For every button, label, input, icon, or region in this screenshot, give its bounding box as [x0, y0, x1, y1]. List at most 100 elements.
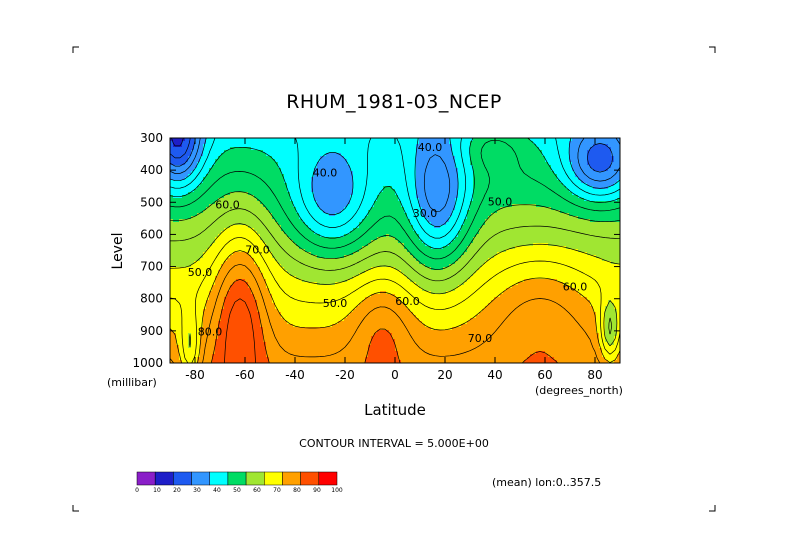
field-cell	[446, 192, 450, 196]
field-cell	[560, 144, 564, 148]
field-cell	[548, 147, 552, 151]
field-cell	[476, 207, 480, 211]
field-cell	[413, 153, 417, 157]
field-cell	[569, 177, 573, 181]
field-cell	[242, 237, 246, 241]
field-cell	[368, 234, 372, 238]
field-cell	[335, 138, 339, 142]
field-cell	[374, 165, 378, 169]
field-cell	[545, 210, 549, 214]
field-cell	[200, 174, 204, 178]
field-cell	[269, 153, 273, 157]
field-cell	[173, 174, 177, 178]
field-cell	[188, 204, 192, 208]
field-cell	[281, 147, 285, 151]
field-cell	[593, 213, 597, 217]
field-cell	[527, 201, 531, 205]
field-cell	[560, 171, 564, 175]
field-cell	[452, 234, 456, 238]
field-cell	[527, 174, 531, 178]
field-cell	[482, 213, 486, 217]
field-cell	[188, 153, 192, 157]
field-cell	[395, 195, 399, 199]
field-cell	[449, 234, 453, 238]
field-cell	[350, 186, 354, 190]
field-cell	[236, 156, 240, 160]
field-cell	[578, 159, 582, 163]
field-cell	[536, 234, 540, 238]
field-cell	[524, 234, 528, 238]
field-cell	[446, 153, 450, 157]
field-cell	[392, 150, 396, 154]
field-cell	[191, 195, 195, 199]
field-cell	[569, 192, 573, 196]
field-cell	[422, 159, 426, 163]
field-cell	[419, 210, 423, 214]
field-cell	[617, 228, 620, 232]
field-cell	[566, 162, 570, 166]
field-cell	[383, 228, 387, 232]
field-cell	[227, 156, 231, 160]
field-cell	[530, 165, 534, 169]
field-cell	[302, 144, 306, 148]
field-cell	[260, 228, 264, 232]
field-cell	[209, 192, 213, 196]
field-cell	[377, 192, 381, 196]
field-cell	[254, 147, 258, 151]
field-cell	[527, 219, 531, 223]
field-cell	[458, 204, 462, 208]
field-cell	[413, 222, 417, 226]
field-cell	[242, 213, 246, 217]
field-cell	[266, 237, 270, 241]
field-cell	[464, 147, 468, 151]
field-cell	[512, 195, 516, 199]
field-cell	[203, 216, 207, 220]
field-cell	[341, 162, 345, 166]
field-cell	[593, 192, 597, 196]
field-cell	[242, 189, 246, 193]
field-cell	[533, 222, 537, 226]
field-cell	[215, 147, 219, 151]
field-cell	[347, 165, 351, 169]
field-cell	[311, 147, 315, 151]
field-cell	[320, 165, 324, 169]
field-cell	[305, 177, 309, 181]
field-cell	[209, 174, 213, 178]
field-cell	[197, 150, 201, 154]
field-cell	[515, 162, 519, 166]
field-cell	[575, 177, 579, 181]
field-cell	[332, 150, 336, 154]
field-cell	[554, 150, 558, 154]
field-cell	[518, 216, 522, 220]
field-cell	[599, 222, 603, 226]
field-cell	[431, 183, 435, 187]
field-cell	[548, 144, 552, 148]
field-cell	[542, 177, 546, 181]
field-cell	[608, 186, 612, 190]
field-cell	[323, 180, 327, 184]
field-cell	[227, 237, 231, 241]
field-cell	[485, 180, 489, 184]
field-cell	[266, 147, 270, 151]
field-cell	[314, 138, 318, 142]
field-cell	[590, 228, 594, 232]
field-cell	[587, 210, 591, 214]
field-cell	[326, 213, 330, 217]
field-cell	[503, 171, 507, 175]
field-cell	[251, 204, 255, 208]
field-cell	[245, 198, 249, 202]
field-cell	[194, 219, 198, 223]
field-cell	[491, 168, 495, 172]
field-cell	[326, 174, 330, 178]
field-cell	[311, 168, 315, 172]
field-cell	[497, 141, 501, 145]
field-cell	[257, 189, 261, 193]
field-cell	[530, 222, 534, 226]
field-cell	[269, 180, 273, 184]
field-cell	[545, 162, 549, 166]
field-cell	[611, 186, 615, 190]
field-cell	[416, 150, 420, 154]
field-cell	[326, 159, 330, 163]
field-cell	[362, 189, 366, 193]
field-cell	[278, 153, 282, 157]
